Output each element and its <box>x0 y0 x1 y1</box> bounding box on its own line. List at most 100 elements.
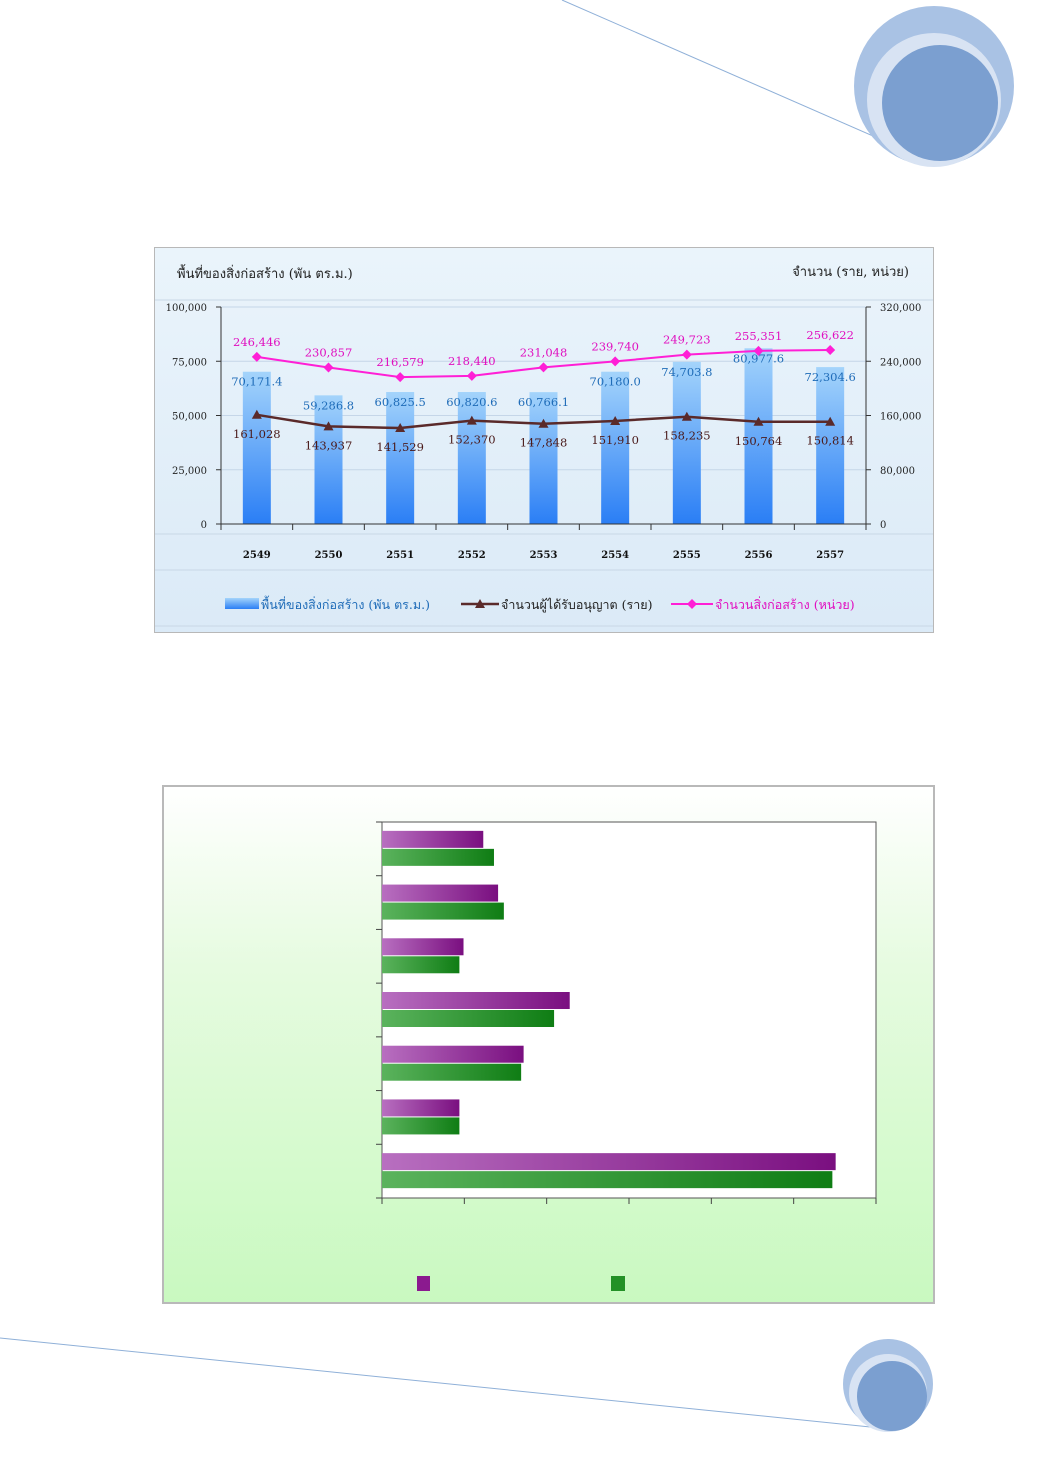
bar-value-label: 60,766.1 <box>518 395 569 409</box>
category-label: 2551 <box>386 550 414 561</box>
right-tick-label: 240,000 <box>880 357 921 368</box>
bar <box>457 392 486 524</box>
bar-green <box>382 902 504 920</box>
bar <box>816 367 845 524</box>
bar-green <box>382 1117 460 1135</box>
legend-swatch-bar <box>225 598 259 609</box>
bar-value-label: 59,286.8 <box>303 398 354 412</box>
bar-purple <box>382 884 499 902</box>
category-label: 2556 <box>745 550 773 561</box>
left-tick-label: 50,000 <box>172 412 207 423</box>
axis-ticks <box>376 821 877 1204</box>
unit-value-label: 216,579 <box>376 355 424 369</box>
bottom-decor-line <box>0 1337 881 1429</box>
category-label: 2557 <box>816 550 844 561</box>
data-labels: 70,171.4 59,286.8 60,825.5 60,820.6 60,766.1… <box>231 328 856 454</box>
triangle-marker <box>323 421 334 431</box>
triangle-marker <box>681 411 692 421</box>
legend-label-units: จำนวนสิ่งก่อสร้าง (หน่วย) <box>715 596 855 612</box>
legend-label-permits: จำนวนผู้ได้รับอนุญาต (ราย) <box>501 597 652 613</box>
left-tick-label: 75,000 <box>172 357 207 368</box>
diamond-marker <box>251 351 262 362</box>
category-label: 2555 <box>673 550 701 561</box>
triangle-marker <box>251 409 262 419</box>
left-axis-title: พื้นที่ของสิ่งก่อสร้าง (พัน ตร.ม.) <box>177 264 353 282</box>
left-tick-label: 25,000 <box>172 466 207 477</box>
axes: 0 0 25,000 80,000 50,000 160,000 75,000 240,000… <box>166 303 922 561</box>
horizontal-bar-chart-svg <box>376 821 877 1291</box>
permit-value-label: 158,235 <box>663 429 711 443</box>
diamond-marker <box>395 372 406 383</box>
bar-green <box>382 1063 522 1081</box>
legend <box>417 1276 625 1291</box>
category-label: 2550 <box>315 550 343 561</box>
bar-value-label: 70,180.0 <box>590 375 641 389</box>
permit-value-label: 150,814 <box>806 434 854 448</box>
diamond-marker <box>681 349 692 360</box>
unit-value-label: 239,740 <box>591 339 639 353</box>
left-tick-label: 100,000 <box>166 303 207 314</box>
bottom-inner-circle <box>857 1361 927 1431</box>
legend: พื้นที่ของสิ่งก่อสร้าง (พัน ตร.ม.) จำนวนผ… <box>225 595 855 613</box>
diamond-marker <box>538 362 549 373</box>
bar <box>672 361 701 524</box>
bar-green <box>382 1010 555 1027</box>
unit-value-label: 255,351 <box>735 329 783 343</box>
bar-purple <box>382 830 484 848</box>
unit-value-label: 218,440 <box>448 354 496 368</box>
triangle-marker <box>753 416 764 426</box>
triangle-marker <box>466 415 477 425</box>
bar-series <box>242 348 845 524</box>
bar <box>386 392 415 524</box>
right-tick-label: 320,000 <box>880 303 921 314</box>
bar-value-label: 74,703.8 <box>661 365 712 379</box>
bar <box>529 392 558 524</box>
bar-value-label: 60,825.5 <box>375 395 426 409</box>
bar-purple <box>382 938 464 956</box>
right-tick-label: 80,000 <box>880 466 915 477</box>
bar-value-label: 72,304.6 <box>805 370 856 384</box>
triangle-marker <box>395 423 406 433</box>
diamond-marker <box>466 370 477 381</box>
construction-area-chart: พื้นที่ของสิ่งก่อสร้าง (พัน ตร.ม.) จำนวน… <box>154 247 934 633</box>
bar-value-label: 80,977.6 <box>733 351 784 365</box>
triangle-marker <box>538 418 549 428</box>
unit-value-label: 230,857 <box>305 345 353 359</box>
category-label: 2552 <box>458 550 486 561</box>
category-label: 2549 <box>243 550 271 561</box>
bar-purple <box>382 1045 524 1063</box>
legend-triangle-marker <box>475 599 485 608</box>
bar-purple <box>382 1099 460 1117</box>
bar-purple <box>382 992 570 1009</box>
legend-swatch-green <box>611 1276 625 1291</box>
bar-green <box>382 1171 833 1189</box>
legend-diamond-marker <box>687 599 697 609</box>
bar <box>314 395 343 524</box>
left-tick-label: 0 <box>201 520 207 531</box>
legend-label-area: พื้นที่ของสิ่งก่อสร้าง (พัน ตร.ม.) <box>261 595 430 612</box>
top-inner-circle <box>882 45 998 161</box>
bar-green <box>382 956 460 974</box>
permit-value-label: 152,370 <box>448 433 496 447</box>
permit-value-label: 150,764 <box>735 434 783 448</box>
unit-value-label: 246,446 <box>233 335 281 349</box>
diamond-marker <box>323 362 334 373</box>
bar-green <box>382 848 494 866</box>
bar <box>601 371 630 524</box>
triangle-marker <box>610 415 621 425</box>
horizontal-bar-chart <box>162 785 935 1304</box>
category-label: 2553 <box>530 550 558 561</box>
permit-value-label: 143,937 <box>305 438 353 452</box>
bar-series <box>382 830 836 1189</box>
diamond-marker <box>610 356 621 367</box>
triangle-marker <box>825 416 836 426</box>
bar <box>744 348 773 524</box>
bar <box>242 371 271 524</box>
line-series <box>251 344 836 433</box>
right-tick-label: 0 <box>880 520 886 531</box>
unit-value-label: 256,622 <box>806 328 854 342</box>
top-decor-line <box>561 0 906 151</box>
category-label: 2554 <box>601 550 629 561</box>
permit-value-label: 151,910 <box>591 433 639 447</box>
